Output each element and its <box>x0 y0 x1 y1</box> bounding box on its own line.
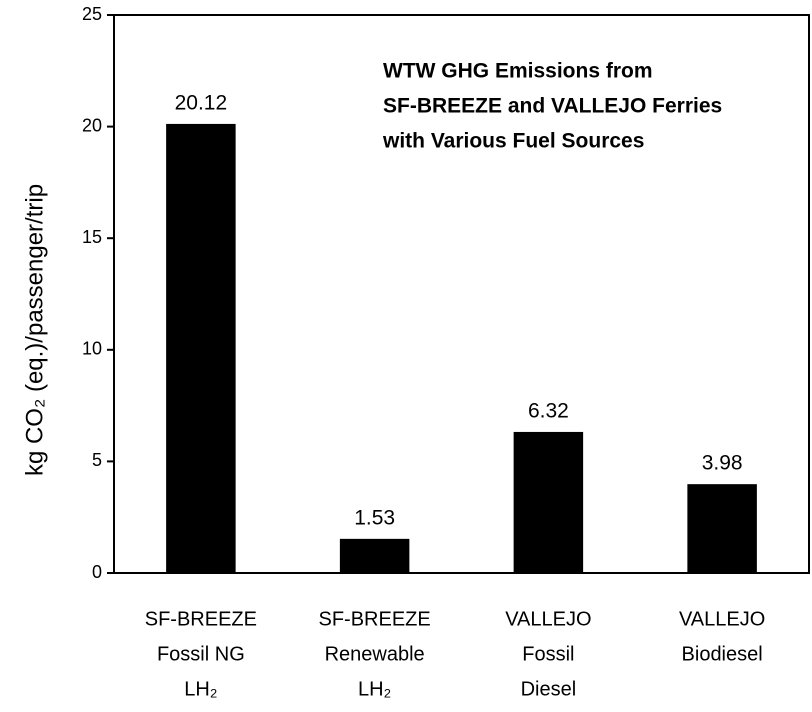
x-tick-label: Fossil NG <box>157 643 245 665</box>
value-label: 1.53 <box>354 506 395 529</box>
bar <box>687 484 757 573</box>
y-tick-label: 10 <box>82 339 102 359</box>
x-tick-label: Biodiesel <box>682 643 763 665</box>
value-label: 6.32 <box>528 399 569 422</box>
bar <box>339 538 410 573</box>
x-tick-label: SF-BREEZE <box>145 608 257 630</box>
value-label: 20.12 <box>175 91 228 114</box>
plot-frame <box>113 14 810 574</box>
chart-title: SF-BREEZE and VALLEJO Ferries <box>383 95 722 118</box>
chart-title: with Various Fuel Sources <box>382 130 644 153</box>
bar <box>166 123 236 573</box>
x-tick-label: Fossil <box>522 643 574 665</box>
x-tick-label: LH₂ <box>184 678 217 700</box>
y-tick-label: 25 <box>82 4 102 24</box>
y-tick-label: 20 <box>82 115 102 135</box>
y-tick-label: 0 <box>92 562 102 582</box>
x-tick-label: SF-BREEZE <box>319 608 431 630</box>
bar <box>513 431 584 573</box>
x-tick-label: Renewable <box>325 643 425 665</box>
x-tick-label: Diesel <box>521 678 577 700</box>
chart-title: WTW GHG Emissions from <box>383 60 653 83</box>
x-tick-label: VALLEJO <box>679 608 765 630</box>
y-axis-label: kg CO₂ (eq.)/passenger/trip <box>21 184 48 476</box>
y-tick-label: 5 <box>92 450 102 470</box>
x-tick-label: VALLEJO <box>505 608 591 630</box>
x-tick-label: LH₂ <box>358 678 391 700</box>
y-tick-label: 15 <box>82 227 102 247</box>
value-label: 3.98 <box>702 452 743 475</box>
